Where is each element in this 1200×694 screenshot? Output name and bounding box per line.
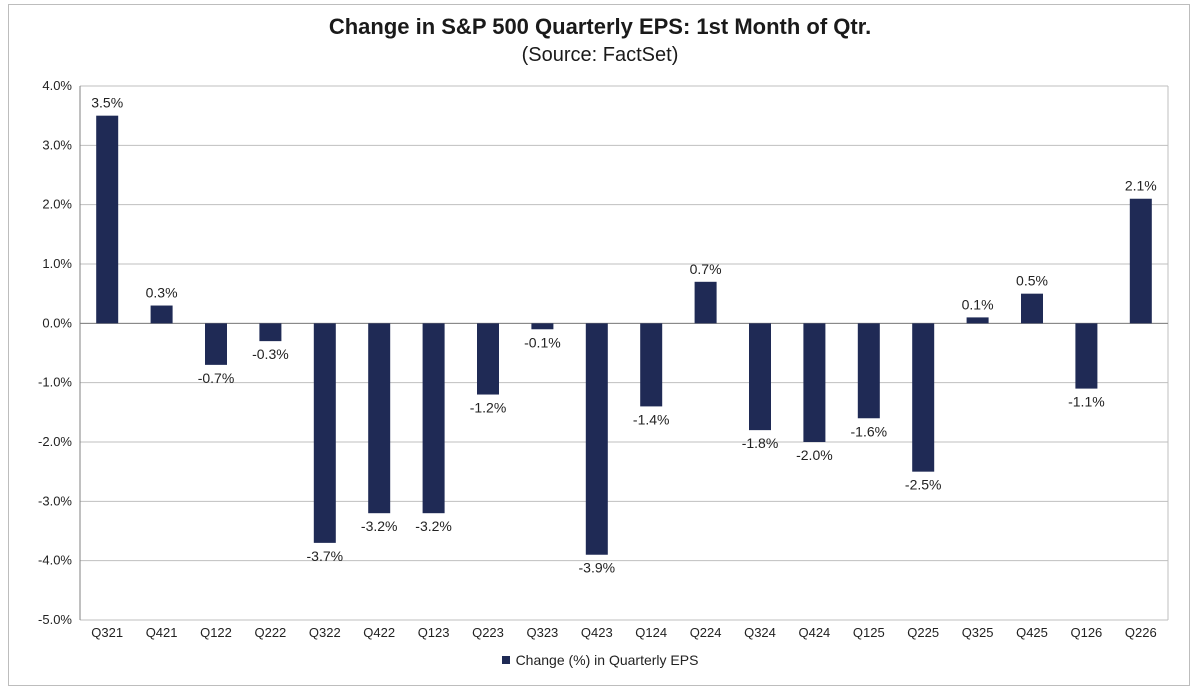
data-label: -3.7% (307, 548, 344, 564)
x-tick-label: Q323 (526, 625, 558, 640)
data-label: -3.2% (361, 518, 398, 534)
data-label: -3.2% (415, 518, 452, 534)
data-label: -1.1% (1068, 394, 1105, 410)
bar (585, 323, 608, 555)
x-tick-label: Q224 (690, 625, 722, 640)
data-label: 0.3% (146, 285, 178, 301)
y-tick-label: 1.0% (42, 256, 72, 271)
data-label: 3.5% (91, 95, 123, 111)
x-tick-label: Q124 (635, 625, 667, 640)
data-label: -1.8% (742, 435, 779, 451)
legend-swatch (501, 656, 510, 664)
x-tick-label: Q122 (200, 625, 232, 640)
x-tick-label: Q223 (472, 625, 504, 640)
chart-subtitle: (Source: FactSet) (521, 44, 679, 66)
bar (857, 323, 880, 419)
data-label: -1.2% (470, 400, 507, 416)
bar (803, 323, 826, 442)
x-tick-label: Q423 (581, 625, 613, 640)
x-tick-label: Q126 (1070, 625, 1102, 640)
x-tick-label: Q123 (418, 625, 450, 640)
bar (1129, 198, 1152, 324)
bar (749, 323, 771, 431)
bar (1021, 293, 1043, 324)
y-tick-label: 0.0% (42, 315, 72, 330)
y-tick-label: -1.0% (38, 375, 72, 390)
x-tick-label: Q322 (309, 625, 341, 640)
bar (640, 323, 663, 407)
y-tick-label: -5.0% (38, 612, 72, 627)
data-label: -1.6% (851, 423, 888, 439)
x-tick-label: Q222 (254, 625, 286, 640)
data-label: 0.5% (1016, 273, 1048, 289)
data-label: -0.1% (524, 334, 561, 350)
data-label: -2.5% (905, 477, 942, 493)
bar (912, 323, 935, 472)
data-label: -1.4% (633, 411, 670, 427)
x-tick-label: Q324 (744, 625, 776, 640)
y-tick-label: -4.0% (38, 553, 72, 568)
y-tick-label: 4.0% (42, 78, 72, 93)
data-label: -3.9% (579, 560, 616, 576)
y-tick-label: -2.0% (38, 434, 72, 449)
x-tick-label: Q125 (853, 625, 885, 640)
y-tick-label: 2.0% (42, 197, 72, 212)
x-tick-label: Q325 (962, 625, 994, 640)
data-label: -0.7% (198, 370, 235, 386)
bar (477, 323, 499, 395)
bar (205, 323, 227, 365)
bar (1075, 323, 1098, 389)
data-label: -0.3% (252, 346, 289, 362)
bar (422, 323, 445, 514)
y-tick-label: -3.0% (38, 493, 72, 508)
data-label: -2.0% (796, 447, 833, 463)
bar (150, 305, 173, 324)
data-label: 0.1% (962, 296, 994, 312)
bar (694, 281, 717, 324)
x-tick-label: Q421 (146, 625, 178, 640)
x-tick-label: Q424 (798, 625, 830, 640)
data-label: 0.7% (690, 261, 722, 277)
x-tick-label: Q321 (91, 625, 123, 640)
data-label: 2.1% (1125, 178, 1157, 194)
chart-title: Change in S&P 500 Quarterly EPS: 1st Mon… (328, 14, 872, 39)
bar (966, 317, 989, 324)
legend-label: Change (%) in Quarterly EPS (515, 652, 699, 668)
bar (531, 323, 554, 330)
x-tick-label: Q422 (363, 625, 395, 640)
x-tick-label: Q425 (1016, 625, 1048, 640)
bar (96, 115, 119, 324)
chart-legend: Change (%) in Quarterly EPS (0, 652, 1200, 668)
x-tick-label: Q226 (1125, 625, 1157, 640)
x-tick-label: Q225 (907, 625, 939, 640)
bar (259, 323, 282, 342)
bar (313, 323, 336, 543)
bar (368, 323, 391, 514)
y-tick-label: 3.0% (42, 137, 72, 152)
